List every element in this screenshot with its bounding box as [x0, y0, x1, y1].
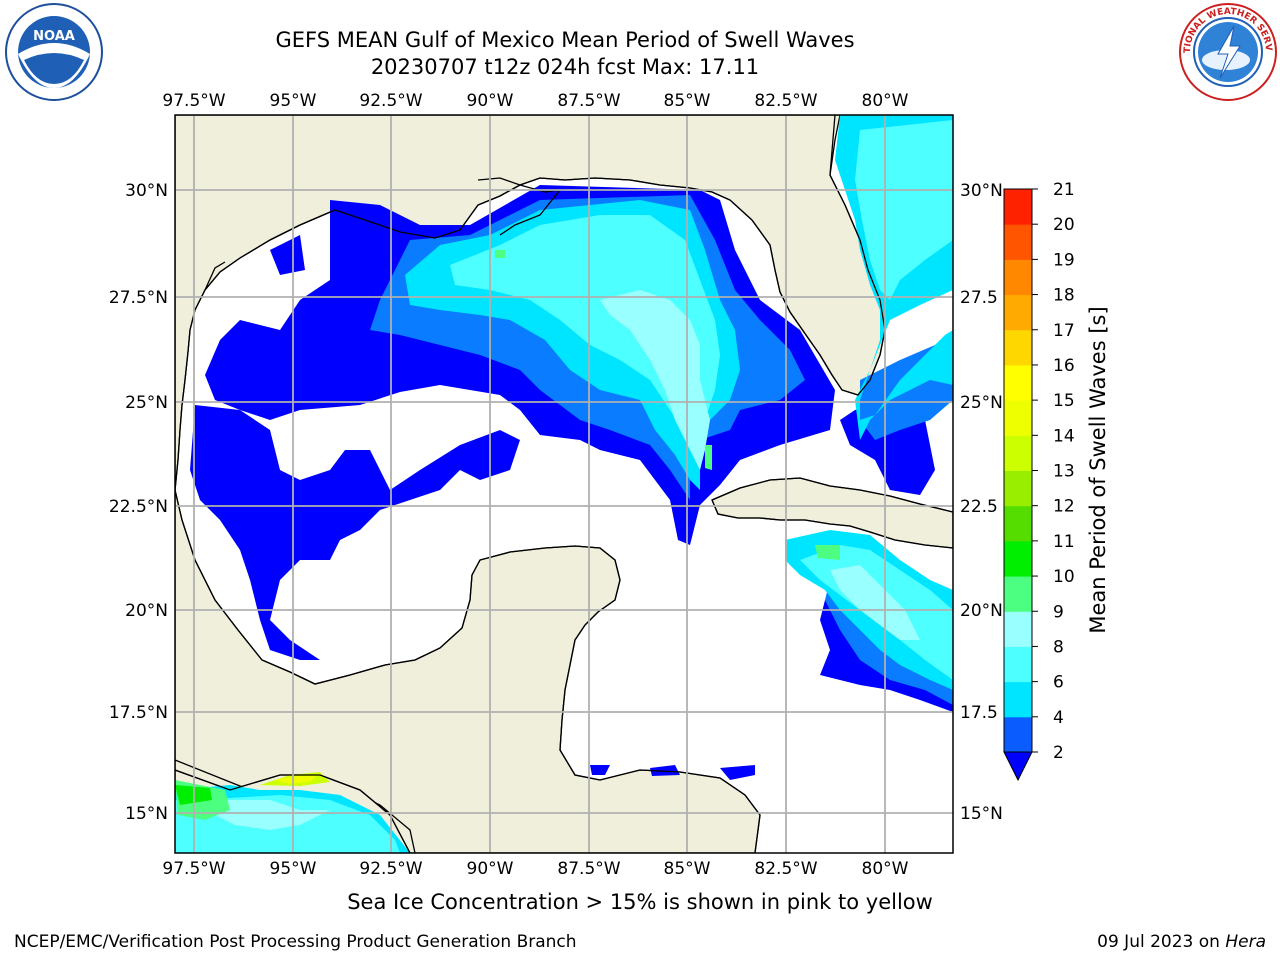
- latitude-labels-left: 30°N 27.5°N 25°N 22.5°N 20°N 17.5°N 15°N: [109, 181, 168, 824]
- gridlines: [175, 115, 953, 853]
- colorbar-tick-label: 13: [1053, 462, 1075, 482]
- colorbar: 2 4 6 8 9 10 11 12 13 14 15 16 17 18 19 20 21: [1003, 180, 1075, 782]
- colorbar-tick-label: 15: [1053, 391, 1075, 411]
- swell-contours: [175, 115, 953, 853]
- colorbar-segment: [1004, 505, 1032, 542]
- colorbar-tick-label: 20: [1053, 215, 1075, 235]
- colorbar-segment: [1004, 329, 1032, 366]
- date-text: 09 Jul 2023 on: [1097, 932, 1220, 952]
- lon-label-bottom: 97.5°W: [162, 859, 225, 879]
- colorbar-segment: [1004, 540, 1032, 577]
- colorbar-segment: [1004, 646, 1032, 683]
- lat-label-right: 22.5: [960, 497, 998, 517]
- colorbar-tick-label: 16: [1053, 356, 1075, 376]
- lon-label-bottom: 85°W: [664, 859, 711, 879]
- lat-label-left: 27.5°N: [109, 288, 168, 308]
- lon-label-bottom: 92.5°W: [359, 859, 422, 879]
- colorbar-tick-label: 11: [1053, 532, 1075, 552]
- date-line: 09 Jul 2023 on Hera: [1097, 932, 1266, 952]
- lon-label-top: 90°W: [467, 91, 514, 111]
- lat-label-right: 17.5: [960, 703, 998, 723]
- lat-label-left: 17.5°N: [109, 703, 168, 723]
- lat-label-right: 30°N: [960, 181, 1003, 201]
- longitude-labels-bottom: 97.5°W 95°W 92.5°W 90°W 87.5°W 85°W 82.5°W 80°W: [162, 859, 908, 879]
- colorbar-segment: [1004, 224, 1032, 260]
- lon-label-bottom: 80°W: [862, 859, 909, 879]
- colorbar-segment: [1004, 611, 1032, 647]
- lat-label-left: 22.5°N: [109, 497, 168, 517]
- lon-label-top: 92.5°W: [359, 91, 422, 111]
- colorbar-segment: [1004, 364, 1032, 401]
- colorbar-tick-label: 6: [1053, 673, 1064, 693]
- colorbar-tick-label: 8: [1053, 637, 1064, 657]
- credit-line: NCEP/EMC/Verification Post Processing Pr…: [14, 932, 577, 952]
- colorbar-segment: [1004, 716, 1032, 753]
- colorbar-tick-label: 9: [1053, 602, 1064, 622]
- lat-label-left: 20°N: [125, 601, 168, 621]
- chart-title: GEFS MEAN Gulf of Mexico Mean Period of …: [275, 28, 855, 52]
- lat-label-left: 25°N: [125, 393, 168, 413]
- sea-ice-footnote: Sea Ice Concentration > 15% is shown in …: [347, 890, 933, 914]
- longitude-labels-top: 97.5°W 95°W 92.5°W 90°W 87.5°W 85°W 82.5°W 80°W: [162, 91, 908, 111]
- lon-label-bottom: 95°W: [270, 859, 317, 879]
- colorbar-segment: [1004, 189, 1032, 225]
- map-frame: [174, 114, 954, 854]
- colorbar-segment: [1004, 400, 1032, 436]
- lat-label-right: 25°N: [960, 393, 1003, 413]
- colorbar-tick-label: 21: [1053, 180, 1075, 200]
- lon-label-top: 95°W: [270, 91, 317, 111]
- latitude-labels-right: 30°N 27.5 25°N 22.5 20°N 17.5 15°N: [960, 181, 1003, 824]
- colorbar-segment: [1004, 294, 1032, 331]
- machine-name: Hera: [1225, 932, 1266, 952]
- chart-subtitle: 20230707 t12z 024h fcst Max: 17.11: [370, 55, 760, 79]
- lon-label-bottom: 90°W: [467, 859, 514, 879]
- lat-label-right: 20°N: [960, 601, 1003, 621]
- lat-label-left: 30°N: [125, 181, 168, 201]
- colorbar-tick-label: 4: [1053, 708, 1064, 728]
- colorbar-title: Mean Period of Swell Waves [s]: [1086, 306, 1110, 634]
- colorbar-tick-label: 17: [1053, 321, 1075, 341]
- nws-logo-icon: NATIONAL WEATHER SERVICE: [1178, 2, 1277, 101]
- colorbar-segment: [1004, 576, 1032, 612]
- lat-label-left: 15°N: [125, 804, 168, 824]
- colorbar-segment: [1004, 470, 1032, 507]
- noaa-logo-icon: NOAA: [5, 3, 103, 101]
- lon-label-top: 97.5°W: [162, 91, 225, 111]
- lat-label-right: 27.5: [960, 288, 998, 308]
- colorbar-segment: [1004, 259, 1032, 296]
- lon-label-top: 85°W: [664, 91, 711, 111]
- colorbar-tick-label: 2: [1053, 743, 1064, 763]
- colorbar-segment: [1004, 435, 1032, 471]
- svg-text:NOAA: NOAA: [33, 29, 75, 44]
- lon-label-top: 82.5°W: [754, 91, 817, 111]
- colorbar-tick-label: 12: [1053, 497, 1075, 517]
- colorbar-tick-label: 19: [1053, 250, 1075, 270]
- lon-label-bottom: 82.5°W: [754, 859, 817, 879]
- colorbar-tick-label: 14: [1053, 426, 1075, 446]
- lat-label-right: 15°N: [960, 804, 1003, 824]
- coastlines: [175, 115, 953, 853]
- lon-label-bottom: 87.5°W: [557, 859, 620, 879]
- lon-label-top: 87.5°W: [557, 91, 620, 111]
- lon-label-top: 80°W: [862, 91, 909, 111]
- colorbar-segment: [1004, 681, 1032, 718]
- colorbar-tick-label: 18: [1053, 286, 1075, 306]
- colorbar-extend-arrow: [1003, 751, 1033, 782]
- colorbar-tick-label: 10: [1053, 567, 1075, 587]
